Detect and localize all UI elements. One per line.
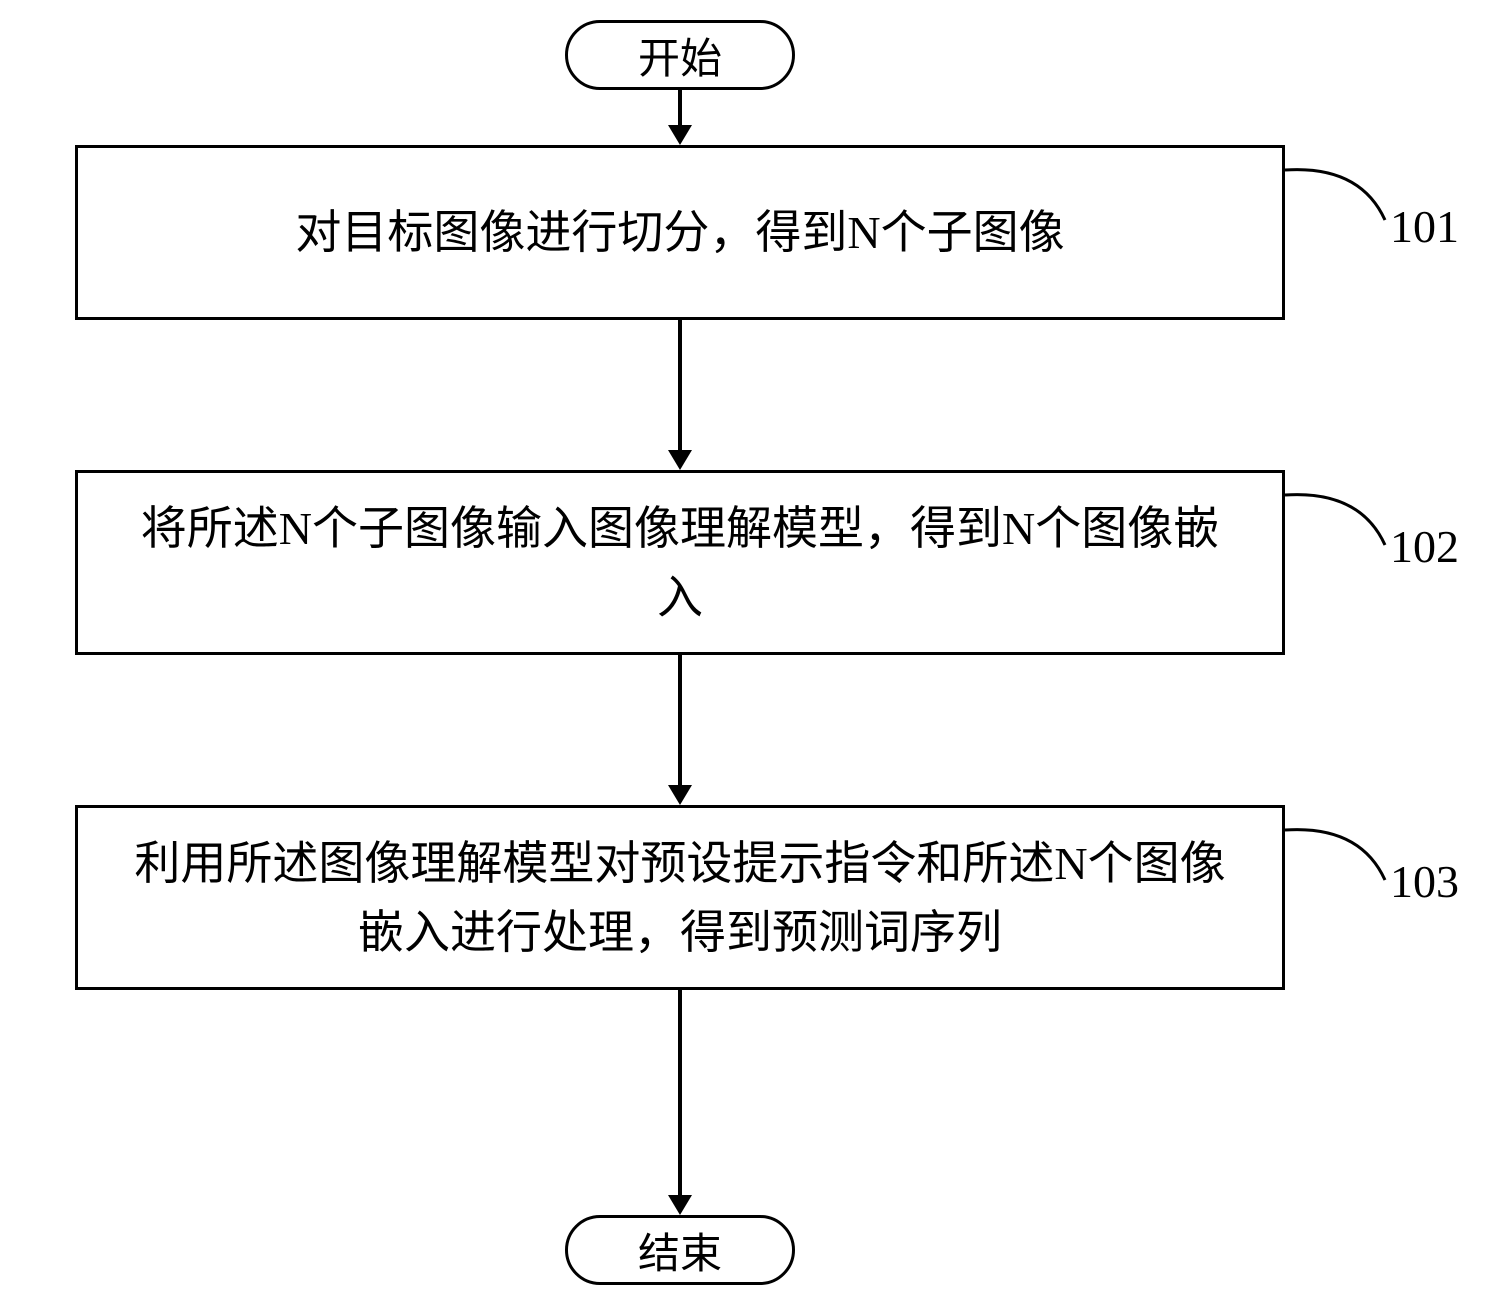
terminal-start: 开始 [565,20,795,90]
process-step-103: 利用所述图像理解模型对预设提示指令和所述N个图像嵌入进行处理，得到预测词序列 [75,805,1285,990]
flowchart-container: 开始 对目标图像进行切分，得到N个子图像 101 将所述N个子图像输入图像理解模… [0,0,1505,1315]
terminal-start-text: 开始 [638,25,722,86]
process-text-101: 对目标图像进行切分，得到N个子图像 [295,198,1064,267]
arrow-line-2 [678,320,682,450]
terminal-end-text: 结束 [638,1220,722,1281]
arrow-line-1 [678,90,682,128]
arrow-head-1 [668,125,692,145]
process-step-102: 将所述N个子图像输入图像理解模型，得到N个图像嵌入 [75,470,1285,655]
step-label-103: 103 [1390,855,1459,908]
curve-connector-103 [1280,815,1400,895]
arrow-head-3 [668,785,692,805]
curve-connector-101 [1280,155,1400,235]
terminal-end: 结束 [565,1215,795,1285]
process-text-103: 利用所述图像理解模型对预设提示指令和所述N个图像嵌入进行处理，得到预测词序列 [118,829,1242,967]
curve-connector-102 [1280,480,1400,560]
arrow-line-4 [678,990,682,1195]
step-label-101: 101 [1390,200,1459,253]
arrow-head-4 [668,1195,692,1215]
arrow-line-3 [678,655,682,785]
arrow-head-2 [668,450,692,470]
step-label-102: 102 [1390,520,1459,573]
process-text-102: 将所述N个子图像输入图像理解模型，得到N个图像嵌入 [118,494,1242,632]
process-step-101: 对目标图像进行切分，得到N个子图像 [75,145,1285,320]
